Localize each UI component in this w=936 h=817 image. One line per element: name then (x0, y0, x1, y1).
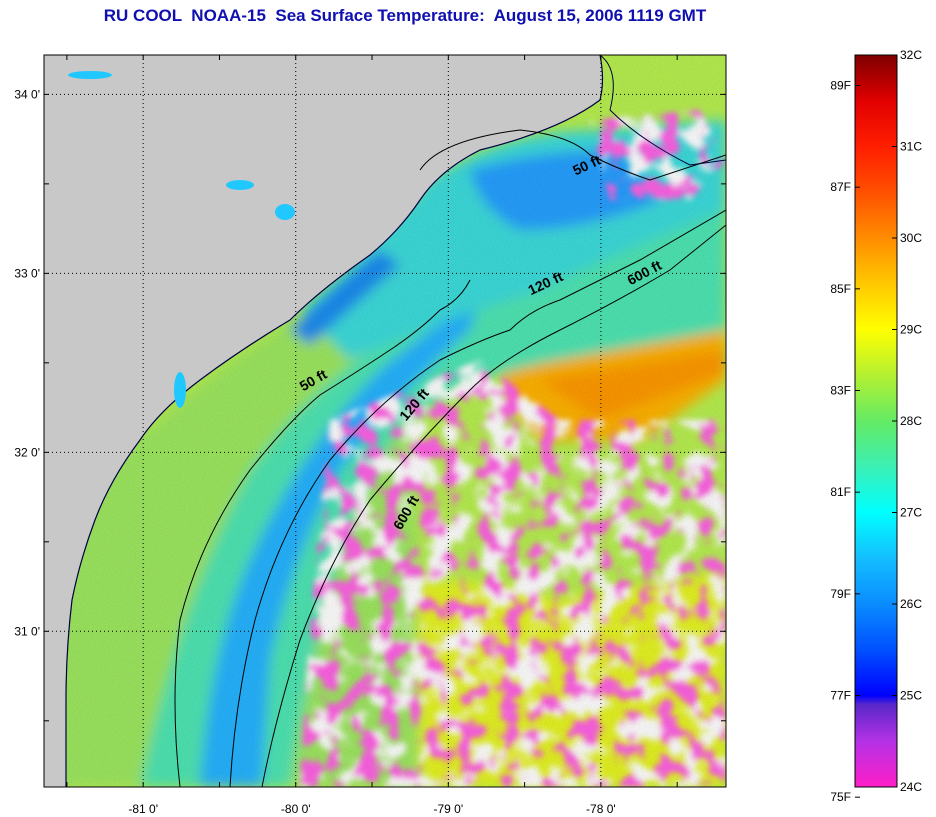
lon-tick-label: -79 0' (433, 802, 463, 816)
fahrenheit-tick-label: 79F (830, 587, 851, 601)
celsius-tick-label: 26C (900, 597, 922, 611)
fahrenheit-tick-label: 81F (830, 485, 851, 499)
map-title: RU COOL NOAA-15 Sea Surface Temperature:… (103, 6, 707, 25)
celsius-tick-label: 25C (900, 689, 922, 703)
fahrenheit-tick-label: 77F (830, 689, 851, 703)
coastline (65, 55, 604, 787)
lon-tick-label: -80 0' (281, 802, 311, 816)
lon-tick-label: -81 0' (128, 802, 158, 816)
colorbar: 32C 31C 30C 29C 28C 27C 26C 25C 24C 89F 87F 85F 83F 8… (830, 48, 922, 804)
colorbar-gradient (854, 54, 898, 788)
celsius-tick-label: 28C (900, 414, 922, 428)
plot-frame (43, 54, 727, 788)
lat-tick-label: 34 0' (14, 87, 40, 101)
lat-tick-label: 33 0' (14, 266, 40, 280)
depth-contours (174, 129, 726, 787)
northern-coast-fragment (599, 55, 726, 166)
contour-120ft (229, 209, 726, 787)
fahrenheit-tick-label: 89F (830, 79, 851, 93)
fahrenheit-tick-label: 85F (830, 282, 851, 296)
celsius-tick-label: 32C (900, 48, 922, 62)
celsius-tick-label: 27C (900, 506, 922, 520)
inland-water (68, 71, 295, 408)
fahrenheit-tick-label: 87F (830, 180, 851, 194)
celsius-tick-label: 31C (900, 140, 922, 154)
celsius-tick-label: 24C (900, 780, 922, 794)
lat-tick-label: 32 0' (14, 445, 40, 459)
land-mass (44, 55, 603, 787)
lon-tick-label: -78 0' (586, 802, 616, 816)
fahrenheit-tick-label: 83F (830, 384, 851, 398)
fahrenheit-tick-label: 75F (830, 790, 851, 804)
contour-600ft (261, 224, 726, 787)
contour-50ft (174, 129, 726, 787)
lat-tick-label: 31 0' (14, 624, 40, 638)
celsius-tick-label: 29C (900, 323, 922, 337)
celsius-tick-label: 30C (900, 231, 922, 245)
